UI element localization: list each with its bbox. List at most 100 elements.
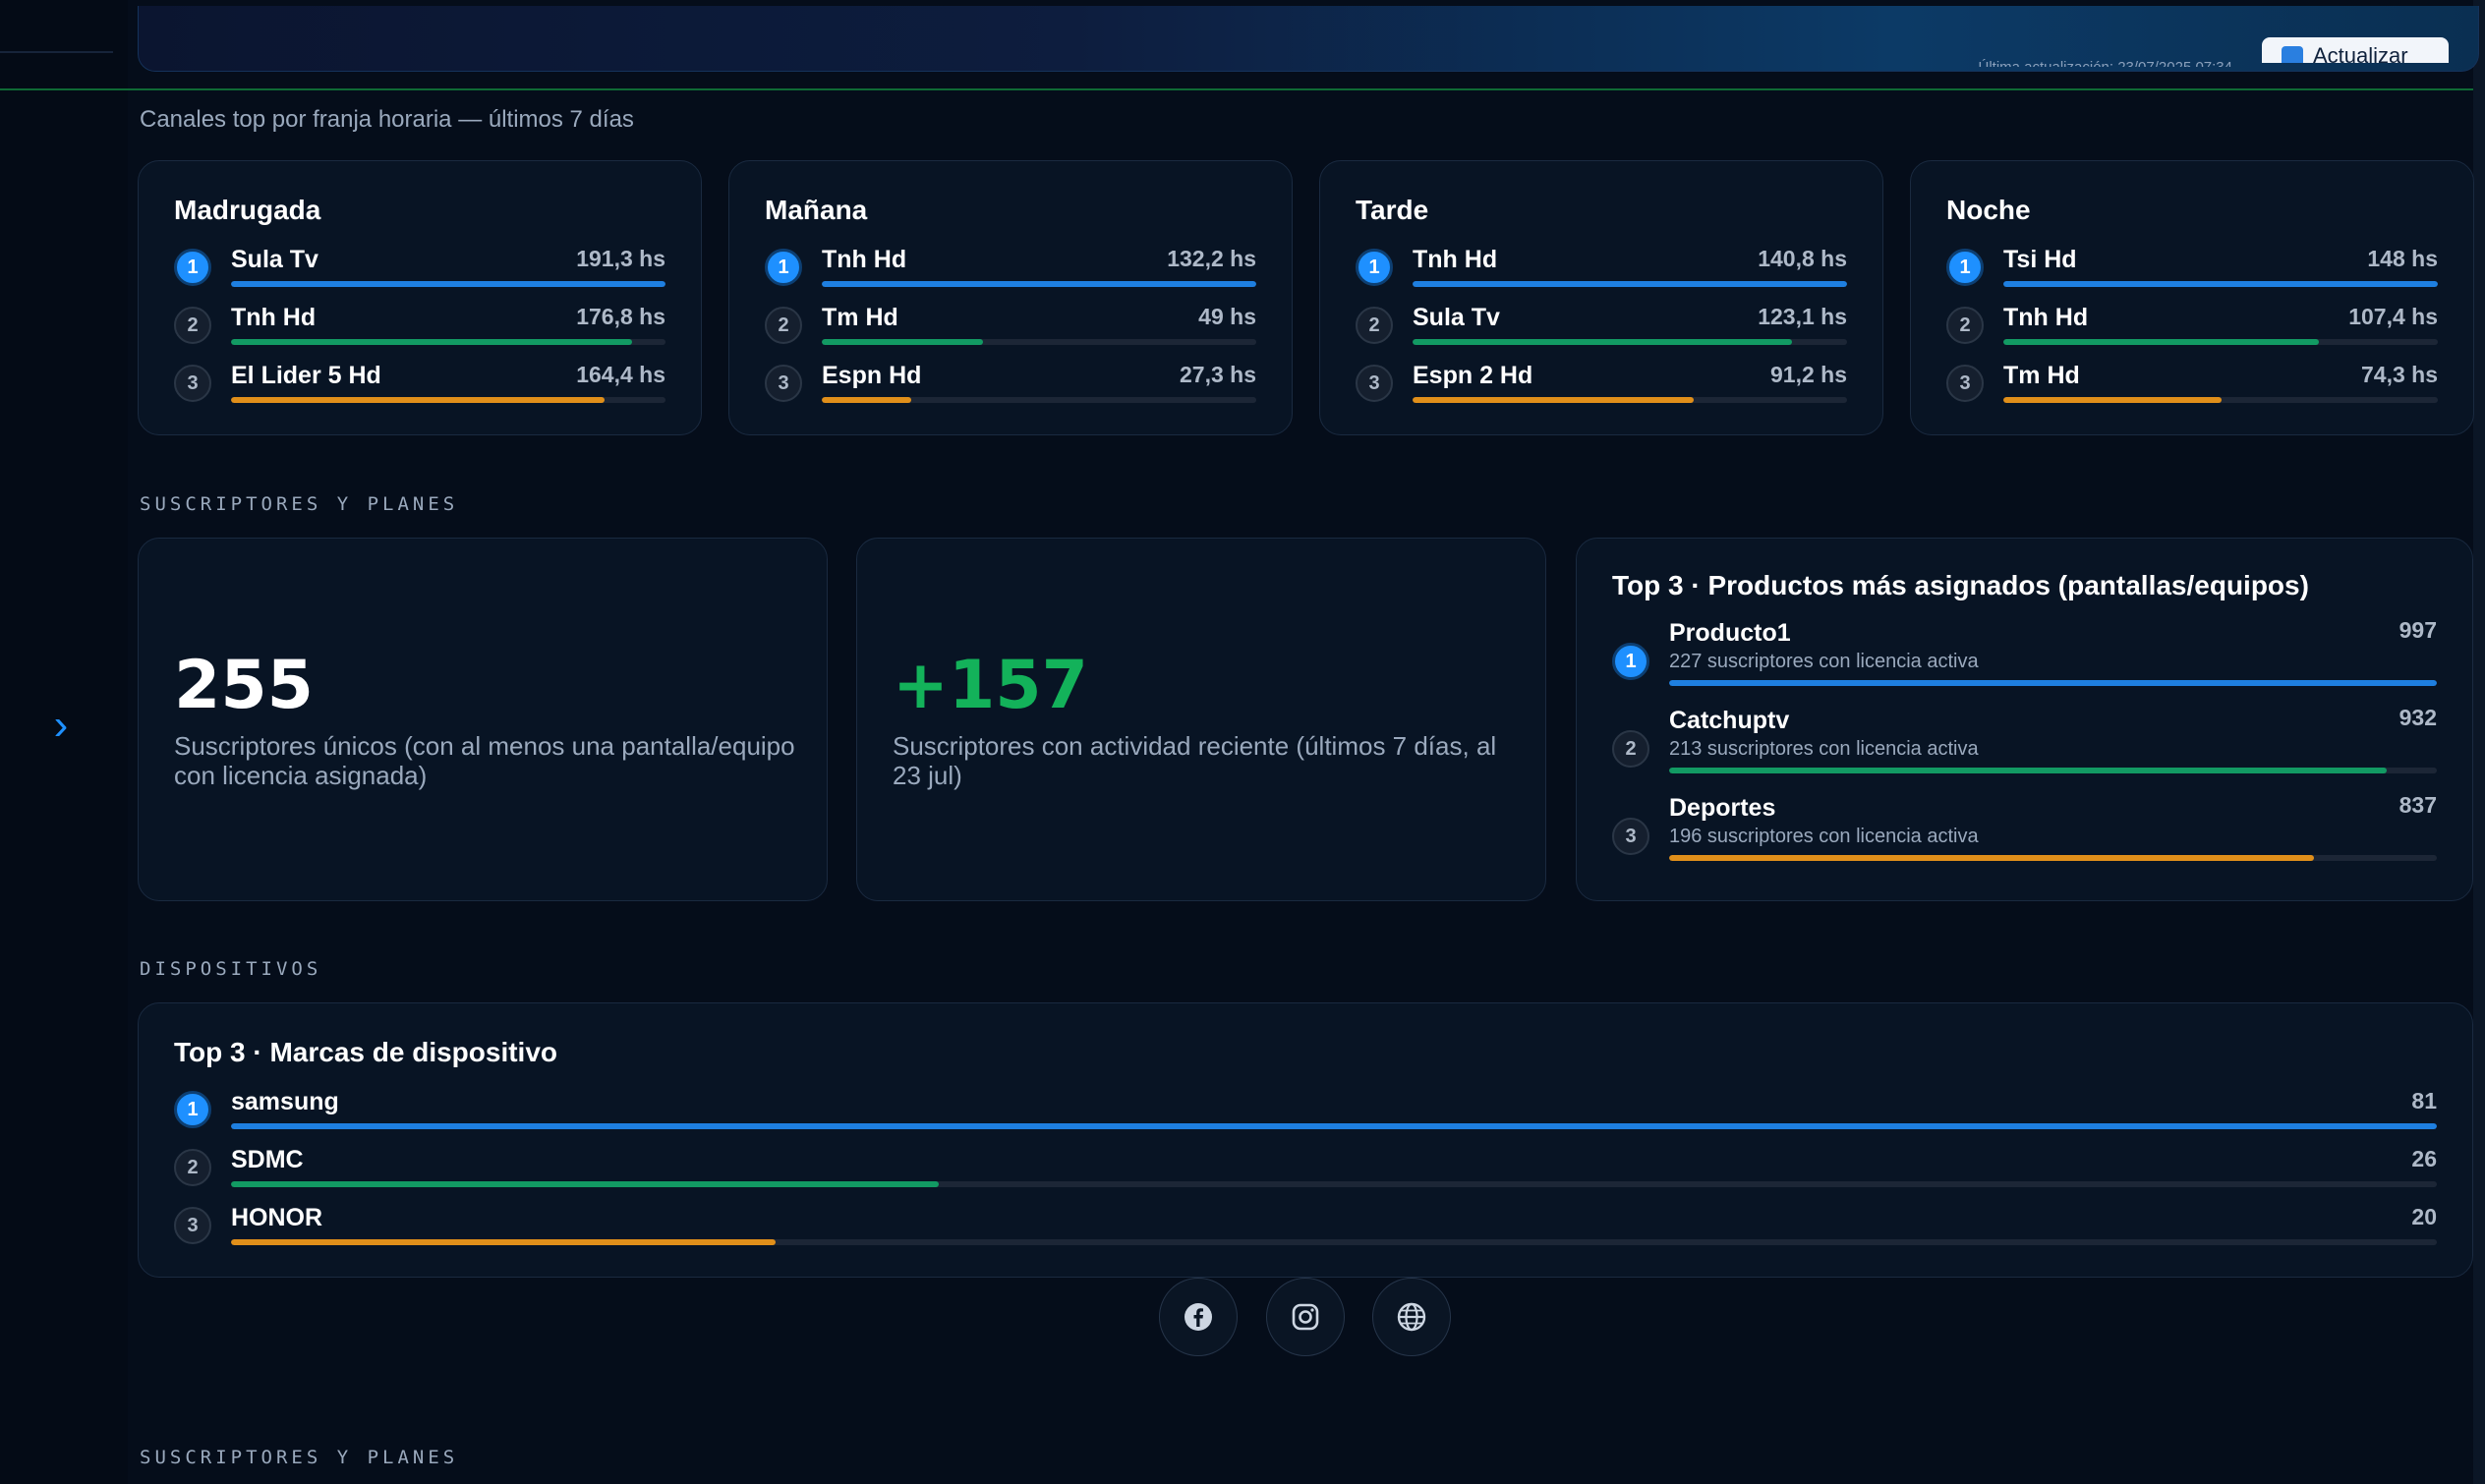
website-button[interactable] — [1372, 1278, 1451, 1356]
active-subscribers-value: +157 — [893, 647, 1088, 724]
channel-bar-track — [822, 339, 1256, 345]
top-products-title: Top 3 · Productos más asignados (pantall… — [1612, 570, 2309, 600]
product-count: 932 — [2398, 705, 2437, 730]
refresh-icon — [2282, 46, 2303, 63]
channel-hours: 91,2 hs — [1770, 362, 1847, 387]
device-bar-track — [231, 1181, 2437, 1187]
rank-badge: 2 — [174, 307, 211, 344]
channel-name: Tnh Hd — [231, 304, 317, 331]
device-bar-track — [231, 1239, 2437, 1245]
device-count: 26 — [2411, 1146, 2437, 1171]
product-bar-track — [1669, 680, 2437, 686]
unique-subscribers-value: 255 — [174, 647, 314, 724]
channel-name: Tsi Hd — [2003, 246, 2077, 273]
channel-hours: 140,8 hs — [1758, 246, 1847, 271]
channel-bar-track — [1413, 339, 1847, 345]
header-divider — [0, 88, 2473, 90]
sidebar: › — [0, 0, 128, 1484]
franja-card-title: Tarde — [1356, 195, 1429, 225]
rank-badge: 2 — [765, 307, 802, 344]
channel-name: Espn 2 Hd — [1413, 362, 1533, 389]
channel-bar-track — [2003, 397, 2438, 403]
channel-hours: 191,3 hs — [576, 246, 665, 271]
rank-badge: 3 — [174, 1207, 211, 1244]
channel-name: Sula Tv — [1413, 304, 1500, 331]
section-label-footer: SUSCRIPTORES Y PLANES — [140, 1447, 459, 1468]
channel-bar-track — [822, 397, 1256, 403]
franja-card: Noche 1 Tsi Hd 148 hs 2 Tnh Hd 107,4 hs 3 Tm Hd 7… — [1910, 160, 2474, 435]
franjas-caption: Canales top por franja horaria — últimos… — [140, 106, 634, 133]
channel-hours: 107,4 hs — [2348, 304, 2438, 329]
scrollbar-track[interactable] — [2473, 0, 2485, 1484]
rank-badge: 2 — [174, 1149, 211, 1186]
channel-bar-track — [2003, 281, 2438, 287]
channel-bar-track — [231, 339, 665, 345]
channel-bar-fill — [1413, 339, 1793, 345]
device-brand-name: HONOR — [231, 1204, 323, 1231]
device-count: 81 — [2411, 1088, 2437, 1113]
active-subscribers-description: Suscriptores con actividad reciente (últ… — [893, 731, 1497, 790]
channel-bar-track — [2003, 339, 2438, 345]
channel-name: Tm Hd — [2003, 362, 2080, 389]
channel-name: Espn Hd — [822, 362, 922, 389]
facebook-icon — [1185, 1303, 1212, 1331]
product-count: 837 — [2398, 792, 2437, 818]
channel-bar-track — [231, 397, 665, 403]
section-label-subscribers: SUSCRIPTORES Y PLANES — [140, 493, 459, 515]
channel-bar-track — [231, 281, 665, 287]
channel-hours: 123,1 hs — [1758, 304, 1847, 329]
instagram-button[interactable] — [1266, 1278, 1345, 1356]
channel-hours: 176,8 hs — [576, 304, 665, 329]
channel-name: Tnh Hd — [1413, 246, 1498, 273]
franja-card: Mañana 1 Tnh Hd 132,2 hs 2 Tm Hd 49 hs 3 Espn Hd… — [728, 160, 1293, 435]
last-update-text: Última actualización: 23/07/2025 07:34 — [1978, 57, 2232, 67]
instagram-icon — [1292, 1303, 1319, 1331]
product-bar-track — [1669, 768, 2437, 773]
product-bar-track — [1669, 855, 2437, 861]
product-name: Deportes — [1669, 794, 1776, 822]
channel-bar-fill — [822, 281, 1256, 287]
channel-name: Tm Hd — [822, 304, 898, 331]
top-devices-card: Top 3 · Marcas de dispositivo 1 samsung 81… — [138, 1002, 2473, 1278]
channel-hours: 27,3 hs — [1180, 362, 1256, 387]
top-devices-title: Top 3 · Marcas de dispositivo — [174, 1037, 558, 1067]
channel-bar-fill — [231, 281, 665, 287]
chevron-right-icon[interactable]: › — [53, 701, 69, 749]
device-brand-name: samsung — [231, 1088, 339, 1115]
header-bar: Última actualización: 23/07/2025 07:34 A… — [138, 6, 2479, 72]
product-subscribers: 196 suscriptores con licencia activa — [1669, 826, 1979, 847]
channel-hours: 74,3 hs — [2361, 362, 2438, 387]
channel-name: Tnh Hd — [822, 246, 907, 273]
franja-card: Madrugada 1 Sula Tv 191,3 hs 2 Tnh Hd 176,8 hs… — [138, 160, 702, 435]
channel-name: El Lider 5 Hd — [231, 362, 381, 389]
product-subscribers: 213 suscriptores con licencia activa — [1669, 738, 1979, 760]
device-count: 20 — [2411, 1204, 2437, 1229]
refresh-button[interactable]: Actualizar — [2262, 37, 2449, 63]
device-bar-track — [231, 1123, 2437, 1129]
rank-badge: 1 — [1612, 643, 1649, 680]
device-bar-fill — [231, 1239, 777, 1245]
active-subscribers-card: +157 Suscriptores con actividad reciente… — [856, 538, 1546, 901]
product-bar-fill — [1669, 855, 2315, 861]
rank-badge: 3 — [765, 365, 802, 402]
rank-badge: 2 — [1946, 307, 1984, 344]
rank-badge: 2 — [1356, 307, 1393, 344]
facebook-button[interactable] — [1159, 1278, 1238, 1356]
channel-bar-fill — [1413, 397, 1695, 403]
channel-bar-fill — [231, 397, 605, 403]
channel-bar-track — [1413, 397, 1847, 403]
top-products-card: Top 3 · Productos más asignados (pantall… — [1576, 538, 2473, 901]
unique-subscribers-description: Suscriptores únicos (con al menos una pa… — [174, 731, 795, 790]
product-name: Catchuptv — [1669, 707, 1790, 734]
product-count: 997 — [2398, 617, 2437, 643]
channel-bar-fill — [2003, 397, 2222, 403]
channel-name: Sula Tv — [231, 246, 318, 273]
channel-bar-fill — [2003, 281, 2438, 287]
sidebar-divider — [0, 51, 113, 53]
unique-subscribers-card: 255 Suscriptores únicos (con al menos un… — [138, 538, 828, 901]
channel-bar-fill — [822, 339, 983, 345]
channel-bar-fill — [822, 397, 912, 403]
rank-badge: 3 — [1356, 365, 1393, 402]
channel-hours: 148 hs — [2367, 246, 2438, 271]
rank-badge: 3 — [1946, 365, 1984, 402]
